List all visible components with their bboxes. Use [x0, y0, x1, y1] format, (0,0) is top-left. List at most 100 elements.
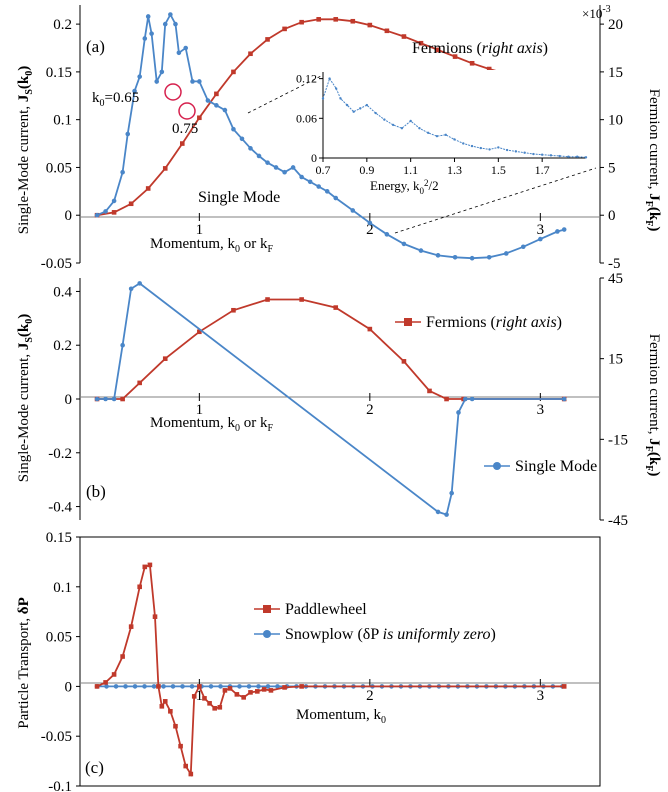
panel-c-left-tick-label: -0.1 [48, 779, 72, 792]
panel-c-snowplow-point [170, 684, 176, 689]
panel-c-paddlewheel-point [191, 694, 197, 699]
panel-a-single-mode-point [307, 179, 313, 185]
panel-b-single-mode-point [120, 342, 125, 348]
panel-a-single-mode-point [149, 31, 154, 36]
panel-c-paddlewheel-point [159, 704, 165, 709]
panel-b-x-ticks: 1 2 3 [196, 393, 544, 418]
panel-a-single-mode-point [350, 208, 356, 213]
panel-a-single-mode-point [142, 36, 148, 41]
panel-a-fermions-label: Fermions (right axis) [412, 40, 548, 57]
panel-a-fermions-point [384, 28, 390, 34]
panel-a-single-mode-point [333, 195, 339, 201]
inset-y-tick-label: 0.06 [296, 111, 317, 125]
panel-a-single-mode-point [239, 136, 245, 142]
panel-a-single-mode-point [205, 98, 211, 103]
panel-b-fermions-point [120, 396, 125, 402]
inset-ticks: 0.12 0.06 00.7 0.9 1.1 1.3 1.5 1.7 [296, 72, 550, 177]
panel-a-x-tick-label: 3 [537, 222, 545, 238]
panel-a-single-mode-point [176, 50, 182, 56]
panel-a-single-mode-point [231, 126, 236, 132]
panel-b-x-tick-label: 3 [537, 402, 545, 418]
panel-c-paddlewheel-point [217, 705, 223, 710]
panel-a-right-tick-label: -5 [608, 256, 621, 272]
panel-b-left-tick-label: 0.2 [53, 338, 72, 354]
panel-a-fermions-point [486, 66, 492, 72]
inset-point [400, 127, 404, 130]
panel-a-left-tick-label: -0.05 [41, 256, 72, 272]
legend-fermions-marker [404, 318, 412, 326]
inset-point [584, 156, 588, 159]
panel-c-snowplow-point [275, 684, 280, 689]
panel-a-fermions-point [350, 18, 356, 24]
inset-point [409, 119, 412, 123]
panel-a-fermions-point [214, 91, 219, 97]
panel-b-right-tick-label: -45 [608, 513, 628, 529]
panel-a-single-mode-point [316, 184, 321, 189]
panel-a-fermions-point [179, 141, 185, 146]
panel-c-paddlewheel-point [227, 686, 233, 691]
panel-c-snowplow-point [208, 684, 214, 689]
panel-b-fermions-point [444, 396, 449, 402]
panel-b-series [94, 281, 567, 517]
panel-c-paddlewheel-point [147, 562, 153, 568]
inset-point [540, 153, 544, 156]
panel-b-fermions-point [401, 359, 407, 364]
panel-a-fermions-point [299, 19, 304, 25]
panel-c-paddlewheel-point [212, 706, 217, 711]
panel-b-left-tick-label: -0.4 [48, 500, 72, 516]
panel-b-left-tick-label: 0.4 [53, 284, 72, 300]
panel-a-single-mode-point [418, 248, 424, 253]
inset-x-tick-label: 0.7 [316, 163, 331, 177]
panel-b-fermions-point [299, 297, 304, 302]
panel-a-single-mode-point [162, 21, 168, 27]
panel-a-xlabel: Momentum, k0 or kF [150, 236, 274, 255]
inset-x-tick-label: 0.9 [359, 163, 374, 177]
panel-c-legend-snowplow: Snowplow (δP is uniformly zero) [254, 626, 496, 643]
panel-c-snowplow-point [151, 684, 157, 689]
panel-c-label: (c) [85, 758, 104, 777]
panel-a-single-mode-point [125, 131, 131, 137]
panel-a-left-tick-label: 0.05 [46, 160, 72, 176]
panel-b-fermions-point [137, 380, 142, 386]
inset-xlabel: Energy, k02/2 [370, 178, 439, 196]
inset-point [576, 155, 579, 158]
inset-point [321, 97, 325, 100]
panel-a-fermions-point [316, 17, 321, 22]
inset-point [497, 146, 500, 149]
panel-b-xlabel: Momentum, k0 or kF [150, 415, 274, 434]
panel-a-single-mode-point [256, 153, 262, 159]
panel-a-single-mode-point [111, 198, 117, 204]
panel-b-single-mode-point [94, 396, 100, 402]
inset-line [322, 77, 587, 158]
panel-a-single-mode-point [273, 165, 279, 170]
panel-a-fermions-point [469, 60, 475, 66]
panel-b-single-mode-point [137, 281, 142, 286]
inset-point [462, 142, 465, 145]
panel-a-fermions-point [333, 17, 339, 22]
panel-b-left-ticks: 0.4 0.2 0 -0.2 -0.4 [48, 284, 80, 516]
panel-a-fermions-point [128, 201, 134, 207]
panel-a-x-tick-label: 1 [196, 222, 204, 238]
panel-b-fermions-point [162, 356, 168, 361]
inset-point [334, 87, 338, 90]
panel-c-paddlewheel-point [299, 684, 304, 689]
panel-a-fermions-point [418, 40, 424, 46]
panel-b-right-tick-label: 45 [608, 271, 623, 287]
inset-point [488, 148, 491, 151]
inset-point [418, 127, 421, 130]
panel-c-paddlewheel-point [178, 743, 183, 749]
panel-a-fermions-point [145, 186, 151, 191]
inset-point [345, 103, 349, 107]
panel-a-single-mode-point [197, 79, 202, 84]
panel-c-paddlewheel-point [173, 723, 178, 729]
inset-background [321, 70, 586, 158]
panel-b-right-tick-label: 15 [608, 352, 623, 368]
panel-c-paddlewheel-point [188, 771, 194, 777]
panel-c-paddlewheel-line [96, 563, 565, 777]
inset-point [479, 146, 482, 150]
inset-point [352, 110, 355, 113]
panel-a-single-mode-point [299, 174, 304, 180]
panel-c-left-tick-label: 0.15 [46, 530, 72, 546]
panel-a-single-mode-point [503, 251, 509, 256]
panel-a-single-mode-point [265, 160, 270, 165]
